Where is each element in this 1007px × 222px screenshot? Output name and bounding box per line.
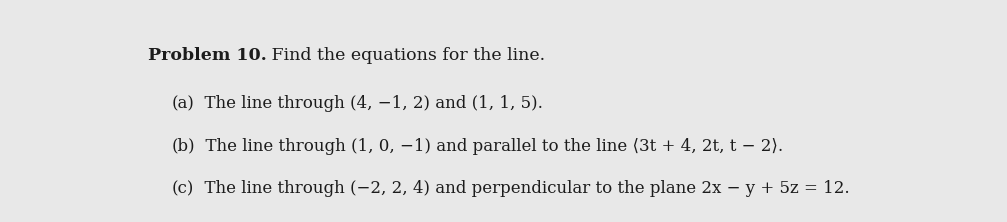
Text: (a): (a) xyxy=(171,95,194,112)
Text: (c): (c) xyxy=(171,180,193,198)
Text: The line through (4, −1, 2) and (1, 1, 5).: The line through (4, −1, 2) and (1, 1, 5… xyxy=(194,95,543,112)
Text: Problem 10.: Problem 10. xyxy=(148,47,267,64)
Text: The line through (−2, 2, 4) and perpendicular to the plane 2x − y + 5z = 12.: The line through (−2, 2, 4) and perpendi… xyxy=(193,180,849,198)
Text: The line through (1, 0, −1) and parallel to the line ⟨3t + 4, 2t, t − 2⟩.: The line through (1, 0, −1) and parallel… xyxy=(194,138,782,155)
Text: Find the equations for the line.: Find the equations for the line. xyxy=(267,47,546,64)
Text: (b): (b) xyxy=(171,138,194,155)
